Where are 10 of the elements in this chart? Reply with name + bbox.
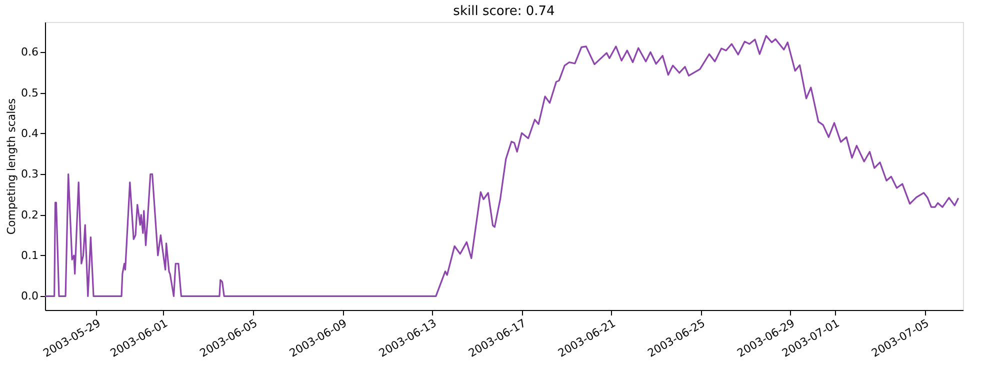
y-tick-label: 0.3: [21, 168, 38, 181]
y-tick-label: 0.5: [21, 86, 38, 100]
y-tick-label: 0.6: [21, 46, 38, 59]
y-tick-label: 0.2: [21, 208, 38, 222]
line-series: [44, 35, 960, 297]
y-tick-label: 0.0: [21, 290, 38, 303]
y-axis-title: Competing length scales: [5, 98, 18, 235]
y-tick-label: 0.1: [21, 248, 38, 262]
y-tick-label: 0.4: [21, 126, 38, 140]
chart-title: skill score: 0.74: [453, 4, 555, 19]
